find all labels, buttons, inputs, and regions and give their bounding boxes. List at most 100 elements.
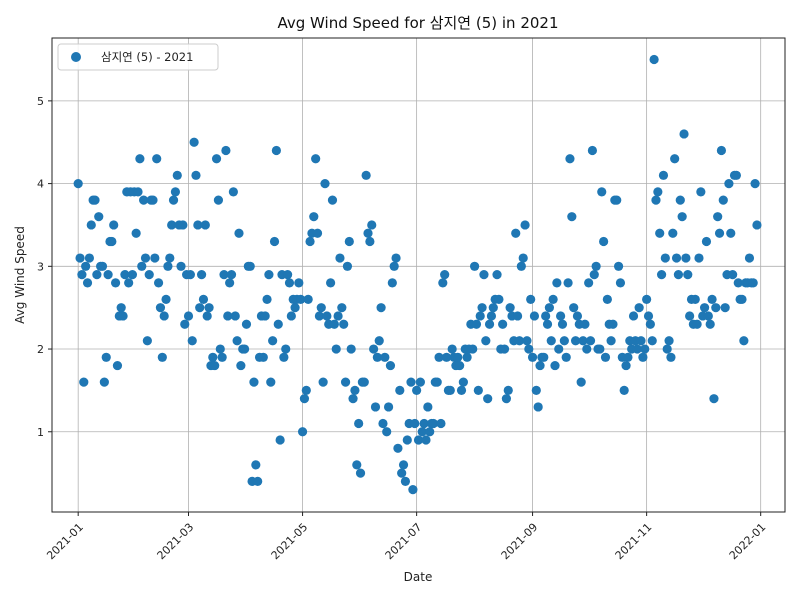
chart-title: Avg Wind Speed for 삼지연 (5) in 2021 — [278, 14, 559, 32]
data-point — [374, 336, 384, 346]
data-point — [350, 385, 360, 395]
data-point — [524, 344, 534, 354]
y-tick-label: 1 — [37, 426, 44, 439]
data-point — [327, 195, 338, 205]
data-point — [299, 394, 310, 404]
data-point — [410, 418, 420, 429]
data-point — [703, 311, 713, 321]
data-point — [572, 311, 583, 321]
data-point — [204, 303, 214, 313]
data-point — [329, 319, 339, 329]
data-point — [365, 236, 375, 247]
data-point — [296, 294, 306, 304]
data-point — [440, 269, 450, 280]
data-point — [81, 261, 91, 271]
data-point — [225, 278, 235, 288]
data-point — [73, 178, 83, 189]
data-point — [163, 261, 173, 271]
data-point — [445, 385, 455, 395]
data-point — [241, 319, 252, 329]
data-point — [606, 336, 616, 346]
data-point — [139, 195, 149, 205]
data-point — [696, 187, 706, 197]
data-point — [223, 311, 233, 321]
data-point — [432, 377, 442, 387]
data-point — [397, 468, 407, 478]
data-point — [75, 253, 85, 263]
data-point — [187, 336, 197, 346]
data-point — [718, 195, 728, 205]
data-point — [215, 344, 225, 354]
data-point — [494, 294, 504, 304]
data-point — [483, 394, 493, 404]
data-point — [556, 311, 566, 321]
data-point — [716, 145, 727, 156]
data-point — [228, 187, 238, 197]
data-point — [118, 311, 128, 321]
data-point — [137, 261, 147, 271]
data-point — [339, 319, 349, 329]
data-point — [94, 212, 104, 222]
data-point — [419, 418, 429, 429]
data-point — [542, 319, 553, 329]
data-point — [679, 129, 689, 139]
data-point — [621, 360, 631, 371]
y-axis-ticks: 1 2 3 4 5 — [37, 95, 52, 439]
data-point — [112, 360, 123, 371]
data-point — [554, 344, 564, 354]
data-point — [544, 303, 554, 313]
data-point — [86, 220, 96, 230]
data-point — [699, 303, 710, 313]
data-point — [535, 360, 545, 371]
data-point — [456, 385, 467, 395]
data-point — [413, 435, 424, 445]
data-point — [367, 220, 377, 230]
data-point — [208, 352, 218, 362]
data-point — [412, 385, 422, 395]
data-point — [101, 352, 111, 362]
data-point — [548, 294, 558, 304]
data-point — [608, 319, 618, 329]
data-point — [511, 228, 521, 238]
data-point — [677, 212, 687, 222]
data-point — [668, 228, 678, 238]
data-point — [92, 269, 102, 280]
data-point — [253, 476, 263, 486]
data-point — [623, 352, 633, 362]
data-point — [273, 319, 283, 329]
data-point — [673, 269, 684, 280]
data-point — [522, 336, 532, 346]
data-point — [642, 294, 652, 304]
data-point — [161, 294, 171, 304]
data-point — [234, 228, 244, 238]
data-point — [200, 220, 210, 230]
data-point — [284, 278, 295, 288]
data-point — [737, 294, 747, 304]
data-point — [370, 402, 381, 412]
data-point — [520, 220, 530, 230]
data-point — [714, 228, 725, 238]
data-point — [587, 145, 598, 156]
data-point — [176, 261, 186, 271]
data-point — [455, 360, 465, 371]
plot-area-frame — [51, 37, 786, 513]
data-point — [320, 178, 330, 189]
data-point — [168, 195, 179, 205]
data-point — [516, 261, 526, 271]
data-point — [180, 319, 190, 329]
data-point — [268, 336, 278, 346]
data-point — [193, 220, 203, 230]
data-point — [658, 170, 669, 180]
data-point — [600, 352, 611, 362]
data-point — [550, 360, 560, 371]
data-point — [473, 385, 483, 395]
data-point — [662, 344, 672, 354]
data-point — [565, 154, 575, 164]
data-point — [109, 220, 119, 230]
data-point — [148, 195, 158, 205]
data-point — [258, 352, 268, 362]
data-point — [150, 253, 160, 263]
data-point — [570, 336, 581, 346]
